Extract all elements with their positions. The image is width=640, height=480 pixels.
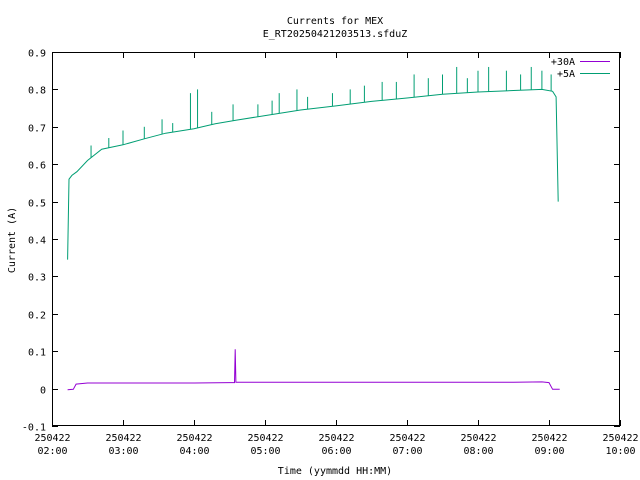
x-tick-label-date: 250422 — [389, 433, 425, 444]
y-tick-label: 0.8 — [28, 86, 46, 97]
x-tick-label-date: 250422 — [531, 433, 567, 444]
y-axis: -0.1 0 0.1 0.2 0.3 0.4 0.5 0.6 0.7 0.8 0.9 — [22, 49, 620, 434]
x-tick-label-time: 02:00 — [37, 446, 67, 457]
x-tick-label-date: 250422 — [34, 433, 70, 444]
x-tick-label-date: 250422 — [602, 433, 638, 444]
y-tick-label: 0.3 — [28, 273, 46, 284]
x-tick-label-time: 10:00 — [605, 446, 635, 457]
series-layer — [67, 66, 560, 391]
x-tick-label-date: 250422 — [247, 433, 283, 444]
x-tick-label-time: 09:00 — [534, 446, 564, 457]
y-tick-label: 0.4 — [28, 236, 46, 247]
y-axis-label: Current (A) — [7, 207, 18, 273]
chart-title: Currents for MEX — [287, 16, 383, 27]
x-tick-label-time: 06:00 — [321, 446, 351, 457]
x-tick-label-date: 250422 — [460, 433, 496, 444]
x-tick-label-date: 250422 — [318, 433, 354, 444]
x-tick-label-time: 07:00 — [392, 446, 422, 457]
x-tick-label-time: 05:00 — [250, 446, 280, 457]
chart-subtitle: E_RT20250421203513.sfduZ — [263, 29, 408, 40]
legend-label: +30A — [551, 57, 575, 68]
series-line-plus30a — [67, 349, 560, 391]
y-tick-label: 0.7 — [28, 124, 46, 135]
series-line-plus5a — [67, 88, 559, 260]
y-tick-label: 0.1 — [28, 348, 46, 359]
legend: +30A+5A — [551, 57, 610, 80]
x-axis: 250422 02:00 250422 03:00 250422 04:00 250422 0… — [34, 52, 639, 457]
y-tick-label: 0.9 — [28, 49, 46, 60]
x-tick-label-time: 04:00 — [179, 446, 209, 457]
plot-frame — [52, 52, 620, 426]
x-tick-label-date: 250422 — [105, 433, 141, 444]
x-tick-label-time: 08:00 — [463, 446, 493, 457]
x-axis-label: Time (yymmdd HH:MM) — [278, 466, 392, 477]
legend-label: +5A — [557, 69, 575, 80]
y-tick-label: 0.6 — [28, 161, 46, 172]
x-tick-label-time: 03:00 — [108, 446, 138, 457]
y-tick-label: 0 — [40, 386, 46, 397]
y-tick-label: -0.1 — [22, 423, 46, 434]
y-tick-label: 0.5 — [28, 199, 46, 210]
y-tick-label: 0.2 — [28, 311, 46, 322]
x-tick-label-date: 250422 — [176, 433, 212, 444]
